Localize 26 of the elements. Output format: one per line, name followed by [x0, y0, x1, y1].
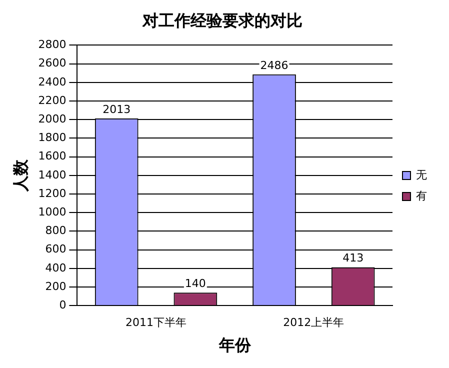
y-axis-title: 人数	[10, 158, 30, 192]
y-tick-label: 2200	[38, 94, 66, 107]
y-tick-label: 2800	[38, 38, 66, 52]
y-tick-label: 1600	[38, 150, 66, 163]
y-tick-label: 2000	[38, 112, 66, 126]
legend-label: 无	[416, 168, 427, 182]
y-tick-label: 1200	[38, 186, 66, 200]
y-tick-label: 1000	[38, 205, 66, 218]
x-tick-label: 2012上半年	[283, 316, 344, 330]
y-tick-label: 600	[45, 242, 66, 256]
chart-title: 对工作经验要求的对比	[142, 10, 302, 30]
y-tick-label: 0	[59, 298, 66, 312]
y-tick-label: 400	[45, 261, 66, 274]
data-label: 140	[184, 276, 206, 290]
data-label: 2486	[260, 58, 288, 72]
y-tick-label: 1400	[38, 168, 66, 182]
x-axis-title: 年份	[218, 336, 252, 355]
x-tick-label: 2011下半年	[126, 316, 187, 330]
data-label: 413	[342, 252, 364, 265]
y-tick-label: 800	[45, 224, 66, 238]
y-tick-label: 200	[45, 280, 66, 293]
y-tick-label: 2400	[38, 75, 66, 88]
y-tick-label: 1800	[38, 131, 66, 144]
legend-label: 有	[416, 189, 427, 202]
data-label: 2013	[102, 102, 131, 116]
y-tick-label: 2600	[38, 56, 66, 70]
